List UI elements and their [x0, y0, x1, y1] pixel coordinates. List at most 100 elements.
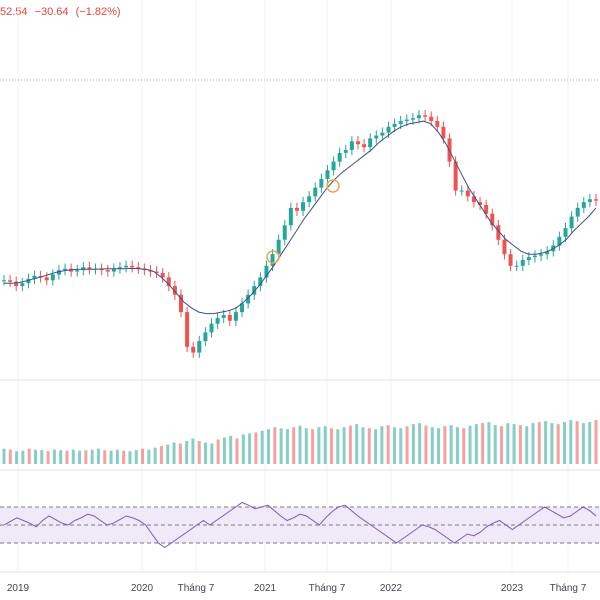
volume-bar [229, 435, 233, 464]
candle-body [2, 280, 6, 282]
candle-body [26, 278, 31, 284]
volume-bar [298, 425, 302, 464]
candle-body [191, 346, 196, 353]
candle-body [282, 225, 287, 240]
volume-bar [361, 427, 365, 464]
volume-bar [185, 441, 189, 464]
volume-bar [59, 450, 63, 464]
volume-bar [204, 442, 208, 464]
volume-bar [248, 433, 252, 464]
candle-body [14, 281, 19, 287]
candle-body [240, 303, 245, 313]
candle-body [404, 119, 409, 122]
candle-body [355, 141, 360, 145]
candle-body [215, 317, 220, 324]
candle-body [160, 273, 165, 278]
volume-bar [241, 434, 245, 464]
volume-bar [134, 450, 138, 464]
candle-body [587, 199, 592, 203]
volume-bar [210, 443, 214, 464]
volume-bar [172, 442, 176, 464]
candle-body [368, 138, 373, 148]
marker-circle-2[interactable] [326, 179, 340, 193]
candle-body [136, 267, 141, 269]
volume-bar [216, 439, 220, 464]
volume-bar [437, 428, 441, 464]
volume-bar [52, 449, 56, 464]
volume-bar [15, 451, 19, 464]
volume-bar [367, 428, 371, 464]
candle-body [441, 126, 446, 139]
candle-body [203, 332, 208, 342]
candle-body [307, 196, 312, 203]
volume-bar [267, 429, 271, 464]
candle-body [294, 207, 299, 211]
volume-bar [563, 422, 567, 464]
candle-body [569, 216, 574, 229]
candle-body [392, 123, 397, 127]
volume-bar [8, 449, 12, 464]
candle-body [32, 275, 37, 279]
volume-bar [468, 425, 472, 464]
candle-body [539, 254, 544, 256]
volume-bar [531, 423, 535, 464]
candle-body [526, 257, 531, 260]
candle-body [594, 199, 598, 201]
candle-body [288, 207, 293, 226]
candle-body [325, 170, 330, 179]
volume-bar [474, 424, 478, 464]
volume-bar [84, 450, 88, 464]
volume-bar [115, 449, 119, 464]
candle-body [374, 135, 379, 139]
last-value: 52.54 [0, 6, 28, 18]
marker-circle-1[interactable] [266, 250, 280, 264]
volume-bar [430, 427, 434, 464]
candle-body [130, 265, 135, 268]
volume-bar [588, 422, 592, 464]
candle-body [563, 228, 568, 237]
volume-bar [96, 448, 100, 464]
volume-bar [279, 428, 283, 464]
x-tick-label: Tháng 7 [550, 583, 587, 594]
candle-body [423, 115, 428, 117]
volume-bar [78, 450, 82, 464]
volume-bar [21, 450, 25, 464]
volume-bar [392, 427, 396, 464]
candle-body [56, 270, 61, 275]
candle-body [417, 115, 422, 119]
candle-body [87, 267, 92, 270]
volume-bar [500, 426, 504, 464]
candle-body [429, 116, 434, 122]
volume-bar [273, 427, 277, 464]
candle-body [581, 202, 586, 208]
volume-bar [197, 441, 201, 464]
volume-bar [575, 421, 579, 464]
candle-body [172, 286, 177, 295]
volume-bar [260, 430, 264, 464]
candle-body [484, 205, 489, 214]
candle-body [331, 161, 336, 171]
candle-body [50, 274, 55, 281]
candle-body [514, 265, 519, 267]
x-tick-label: Tháng 7 [178, 583, 215, 594]
candle-body [459, 190, 464, 192]
volume-bar [159, 446, 163, 464]
x-tick-label: 2020 [131, 583, 154, 594]
volume-bar [418, 423, 422, 464]
volume-bar [544, 421, 548, 464]
volume-bar [153, 447, 157, 464]
volume-bar [235, 438, 239, 464]
volume-bar [405, 426, 409, 464]
volume-bar [27, 448, 31, 464]
candle-body [209, 323, 214, 333]
candle-body [362, 144, 367, 148]
candle-body [386, 126, 391, 133]
rsi-level-lines [0, 506, 600, 544]
volume-bar [512, 424, 516, 464]
volume-bar [424, 425, 428, 464]
candle-body [575, 207, 580, 217]
volume-bar [329, 428, 333, 464]
volume-bar [556, 424, 560, 464]
volume-bar [443, 426, 447, 464]
